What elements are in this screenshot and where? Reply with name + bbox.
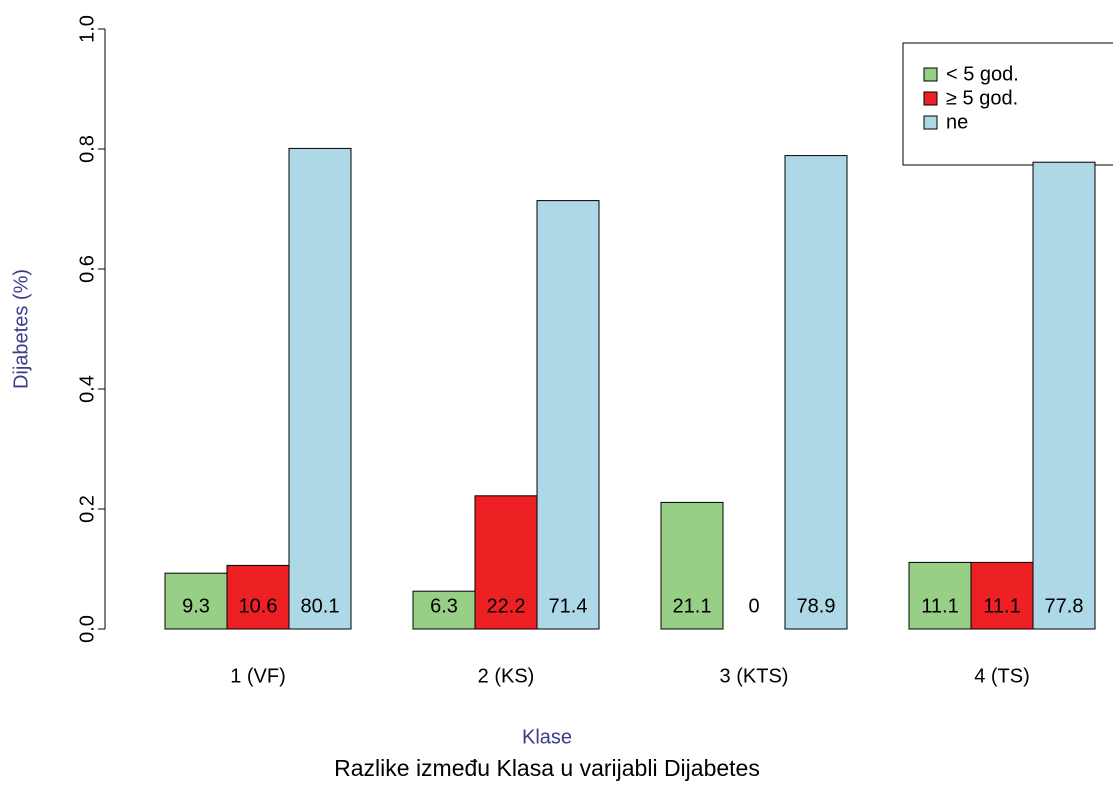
value-label: 9.3 bbox=[182, 595, 210, 617]
value-label: 11.1 bbox=[921, 595, 958, 617]
y-tick-label: 0.0 bbox=[76, 615, 98, 643]
value-label: 0 bbox=[748, 595, 759, 617]
x-tick-label: 2 (KS) bbox=[478, 665, 535, 687]
legend-swatch bbox=[923, 67, 938, 82]
value-label: 6.3 bbox=[430, 595, 458, 617]
bar bbox=[1032, 161, 1096, 630]
value-label: 71.4 bbox=[549, 595, 588, 617]
y-tick-label: 0.6 bbox=[76, 255, 98, 283]
bar bbox=[474, 495, 538, 630]
y-tick-label: 0.2 bbox=[76, 495, 98, 523]
bar bbox=[660, 501, 724, 630]
bar bbox=[288, 147, 352, 630]
chart-title: Razlike između Klasa u varijabli Dijabet… bbox=[334, 755, 760, 781]
value-label: 10.6 bbox=[239, 595, 278, 617]
x-axis-label: Klase bbox=[522, 726, 572, 748]
x-tick-label: 4 (TS) bbox=[974, 665, 1030, 687]
y-tick-label: 1.0 bbox=[76, 15, 98, 43]
value-label: 22.2 bbox=[487, 595, 526, 617]
bar bbox=[536, 200, 600, 630]
y-tick-label: 0.8 bbox=[76, 135, 98, 163]
y-tick-label: 0.4 bbox=[76, 375, 98, 403]
bar bbox=[226, 564, 290, 630]
bar bbox=[164, 572, 228, 630]
value-label: 80.1 bbox=[301, 595, 340, 617]
legend-label: ≥ 5 god. bbox=[946, 87, 1018, 109]
legend-box bbox=[902, 42, 1113, 166]
legend-label: < 5 god. bbox=[946, 63, 1019, 85]
bar bbox=[908, 561, 972, 630]
bar bbox=[970, 561, 1034, 630]
x-tick-label: 3 (KTS) bbox=[720, 665, 789, 687]
legend-swatch bbox=[923, 115, 938, 130]
bar bbox=[784, 155, 848, 630]
x-tick-label: 1 (VF) bbox=[230, 665, 286, 687]
y-axis-label: Dijabetes (%) bbox=[10, 269, 32, 389]
legend-label: ne bbox=[946, 111, 968, 133]
legend-swatch bbox=[923, 91, 938, 106]
value-label: 21.1 bbox=[673, 595, 712, 617]
value-label: 77.8 bbox=[1045, 595, 1084, 617]
value-label: 78.9 bbox=[797, 595, 836, 617]
value-label: 11.1 bbox=[983, 595, 1020, 617]
